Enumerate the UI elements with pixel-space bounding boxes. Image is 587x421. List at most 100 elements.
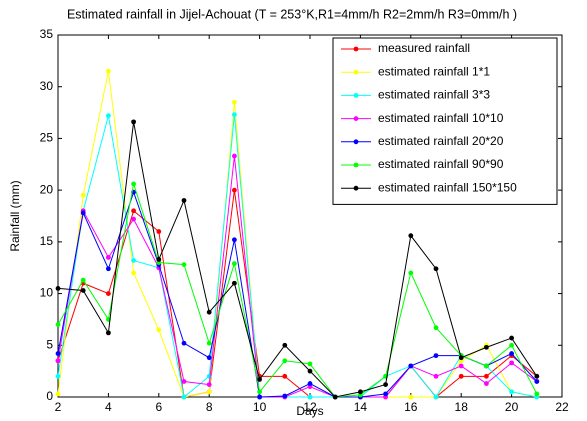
data-point (232, 237, 237, 243)
data-point (433, 353, 439, 359)
data-point (55, 322, 61, 327)
y-axis-label: Rainfall (mm) (8, 180, 22, 251)
legend-marker (353, 139, 359, 145)
x-tick-label: 18 (455, 400, 469, 414)
data-point (55, 391, 61, 397)
legend-label: estimated rainfall 90*90 (378, 157, 504, 171)
data-point (433, 266, 439, 272)
data-point (181, 379, 187, 384)
data-point (232, 112, 237, 118)
data-point (257, 377, 262, 382)
legend-marker (353, 185, 359, 191)
x-tick-label: 6 (155, 400, 162, 414)
x-tick-label: 10 (253, 400, 267, 414)
data-point (458, 373, 464, 379)
data-point (80, 210, 86, 216)
series-line (57, 114, 537, 398)
data-point (106, 291, 111, 296)
legend-marker (353, 162, 359, 168)
series-line (57, 183, 538, 398)
data-point (358, 389, 363, 395)
data-point (106, 254, 111, 260)
legend-label: estimated rainfall 3*3 (378, 88, 490, 102)
data-point (106, 266, 111, 272)
data-point (156, 229, 162, 234)
data-point (131, 258, 137, 263)
data-point (232, 280, 237, 286)
x-axis-label: Days (296, 404, 323, 418)
data-point (80, 288, 86, 293)
data-point (307, 368, 313, 374)
data-point (534, 379, 540, 384)
data-point (206, 382, 212, 387)
data-point (458, 363, 464, 369)
y-tick-label: 35 (40, 27, 54, 41)
data-point (509, 360, 514, 366)
series-line (57, 190, 538, 398)
data-point (458, 355, 464, 361)
data-point (484, 381, 489, 386)
data-point (307, 394, 313, 400)
data-point (181, 262, 187, 268)
data-point (484, 344, 489, 350)
data-point (484, 363, 489, 369)
data-point (282, 358, 288, 364)
legend-marker (353, 46, 359, 52)
data-point (156, 257, 162, 262)
data-point (131, 208, 137, 214)
y-tick-label: 0 (46, 389, 53, 403)
y-tick-label: 5 (46, 337, 53, 351)
data-point (106, 68, 111, 74)
x-tick-label: 16 (404, 400, 418, 414)
data-point (80, 277, 86, 283)
data-point (206, 309, 212, 315)
data-point (257, 394, 262, 400)
legend-marker (353, 69, 359, 75)
x-tick-label: 4 (105, 400, 112, 414)
data-point (509, 351, 514, 356)
data-point (509, 335, 514, 341)
data-point (106, 113, 111, 119)
data-point (509, 342, 514, 348)
data-point (181, 198, 187, 203)
y-tick-label: 25 (40, 131, 54, 145)
legend-marker (353, 93, 359, 98)
legend-label: estimated rainfall 20*20 (378, 134, 504, 148)
x-tick-label: 20 (505, 400, 519, 414)
data-point (131, 119, 137, 125)
data-point (206, 389, 212, 395)
y-tick-label: 10 (40, 286, 54, 300)
series-line (57, 155, 538, 398)
legend-label: estimated rainfall 10*10 (378, 111, 504, 125)
data-point (408, 394, 414, 400)
data-point (282, 373, 288, 379)
data-point (509, 389, 514, 395)
data-point (131, 270, 137, 276)
data-point (232, 261, 237, 266)
x-tick-label: 22 (555, 400, 569, 414)
legend-label: estimated rainfall 150*150 (378, 180, 517, 194)
data-point (433, 325, 439, 331)
data-point (131, 216, 137, 222)
data-point (332, 394, 338, 400)
data-point (433, 373, 439, 379)
legend-label: estimated rainfall 1*1 (378, 64, 490, 78)
data-point (181, 394, 187, 400)
data-point (206, 355, 212, 361)
data-point (282, 342, 288, 348)
x-tick-label: 14 (354, 400, 368, 414)
data-point (383, 391, 388, 397)
x-tick-label: 8 (206, 400, 213, 414)
data-point (55, 286, 61, 291)
data-point (408, 270, 414, 276)
data-point (181, 340, 187, 346)
data-point (232, 187, 237, 193)
data-point (433, 394, 439, 400)
x-tick-label: 12 (303, 400, 317, 414)
legend-marker (353, 116, 359, 121)
data-point (307, 381, 313, 386)
data-point (156, 327, 162, 333)
x-tick-label: 2 (55, 400, 62, 414)
data-point (534, 373, 540, 379)
